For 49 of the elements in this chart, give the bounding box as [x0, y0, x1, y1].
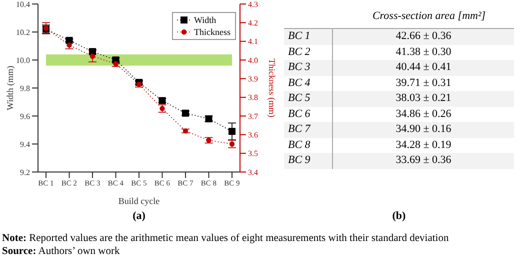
- legend-label: Thickness: [194, 26, 230, 38]
- text: (b): [391, 210, 407, 222]
- y2-tick-label: 3.5: [248, 149, 258, 158]
- text: 39.71 ± 0.31: [396, 76, 452, 88]
- y2-tick-label: 4.2: [248, 18, 258, 28]
- x-axis-title: Build cycle: [118, 196, 160, 206]
- text: 41.38 ± 0.30: [396, 46, 452, 58]
- legend-label: Width: [194, 14, 216, 26]
- text: 34.28 ± 0.19: [396, 138, 452, 150]
- category-label: BC 9: [284, 153, 333, 168]
- y-tick-label: 10.4: [16, 0, 30, 9]
- y2-tick-label: 3.8: [248, 93, 258, 102]
- y2-tick-label: 3.6: [248, 130, 258, 140]
- category-label: BC 1: [284, 29, 333, 44]
- y-axis-title: Width (mm): [5, 66, 16, 110]
- text: 38.03 ± 0.21: [396, 92, 452, 104]
- category-label: BC 8: [284, 138, 333, 153]
- category-label: BC 7: [284, 122, 333, 138]
- point: [229, 141, 235, 147]
- point: [136, 82, 142, 87]
- category-label: BC 2: [284, 44, 333, 60]
- category-label: BC 4: [284, 76, 333, 91]
- category-label: BC 3: [284, 60, 333, 76]
- y2-tick-label: 4.1: [248, 37, 258, 46]
- y2-tick-label: 4.3: [248, 0, 258, 9]
- y-tick-label: 10.0: [16, 56, 30, 65]
- text: (a): [132, 210, 146, 222]
- y2-tick-label: 3.7: [248, 112, 258, 121]
- text: 42.66 ± 0.36: [396, 30, 452, 42]
- text: Note: Reported values are the arithmetic mean values of eight measurements with their standard deviation: [2, 233, 450, 246]
- y2-tick-label: 4.0: [248, 56, 258, 65]
- category-label: BC 5: [284, 91, 333, 106]
- text: 40.44 ± 0.41: [396, 61, 452, 73]
- y-tick-label: 9.4: [20, 140, 30, 149]
- y-tick-label: 9.6: [20, 112, 30, 121]
- y2-axis-title: Thickness (mm): [266, 58, 277, 118]
- category-label: BC 6: [284, 106, 333, 122]
- y2-tick-label: 3.9: [248, 74, 258, 84]
- y-tick-label: 10.2: [16, 28, 30, 37]
- source-note: Source: Authors’ own work: [2, 246, 121, 258]
- y-tick-label: 9.8: [20, 84, 30, 93]
- text: Cross-section area [mm²]: [284, 10, 514, 29]
- y-tick-label: 9.2: [20, 168, 30, 177]
- point: [228, 128, 236, 135]
- point: [90, 54, 96, 59]
- y2-tick-label: 3.4: [248, 168, 258, 177]
- text: 34.90 ± 0.16: [396, 123, 452, 135]
- text: 34.86 ± 0.26: [396, 108, 452, 120]
- text: 33.69 ± 0.36: [396, 154, 452, 166]
